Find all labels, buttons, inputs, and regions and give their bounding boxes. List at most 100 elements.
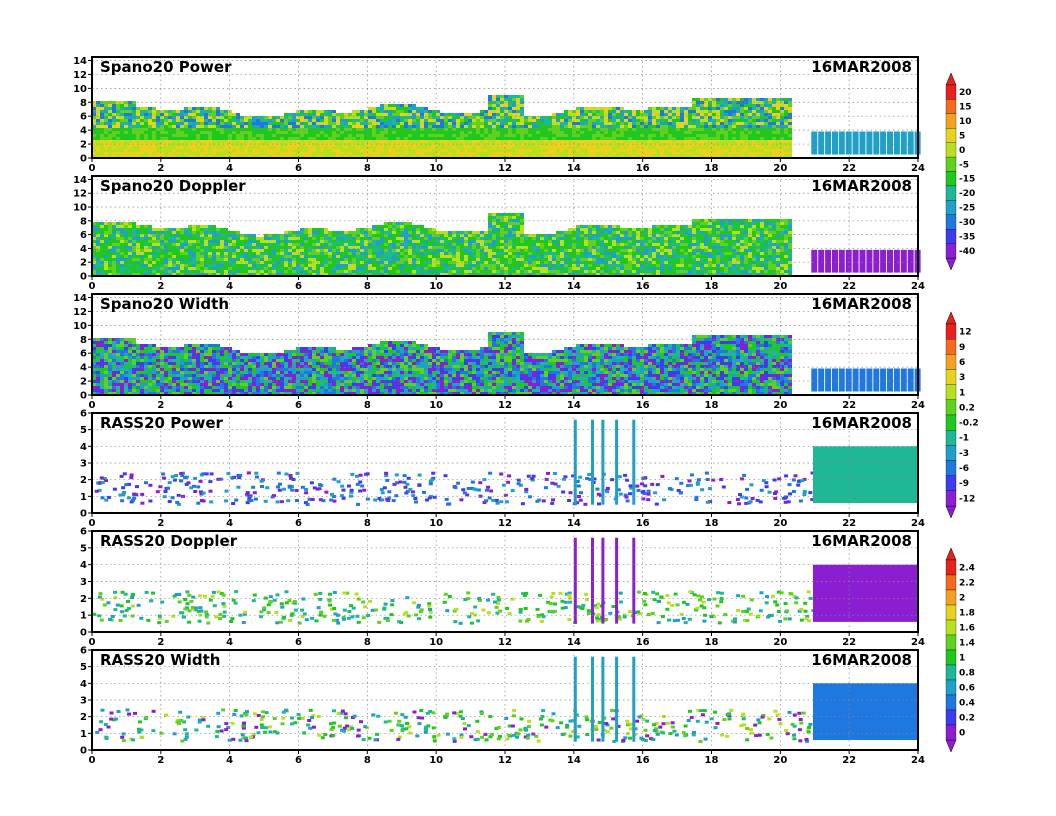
spano20-doppler-cell bbox=[132, 267, 136, 270]
spano20-power-cell bbox=[700, 149, 704, 152]
spano20-doppler-cell bbox=[464, 237, 468, 240]
spano20-doppler-cell bbox=[396, 246, 400, 249]
spano20-doppler-cell bbox=[296, 240, 300, 243]
spano20-doppler-cell bbox=[204, 234, 208, 237]
spano20-power-cell bbox=[640, 128, 644, 131]
spano20-power-cell bbox=[516, 107, 520, 110]
spano20-doppler-cell bbox=[440, 252, 444, 255]
spano20-power-cell bbox=[676, 140, 680, 143]
spano20-doppler-cell bbox=[364, 234, 368, 237]
spano20-power-cell bbox=[752, 143, 756, 146]
spano20-power-cell bbox=[692, 149, 696, 152]
spano20-power-cell bbox=[308, 134, 312, 137]
spano20-doppler-cell bbox=[472, 255, 476, 258]
spano20-power-cell bbox=[372, 146, 376, 149]
spano20-power-cell bbox=[368, 134, 372, 137]
spano20-power-cell bbox=[464, 119, 468, 122]
spano20-power-cell bbox=[648, 152, 652, 155]
spano20-power-cell bbox=[772, 125, 776, 128]
spano20-doppler-cell bbox=[556, 246, 560, 249]
spano20-power-cell bbox=[152, 128, 156, 131]
spano20-doppler-cell bbox=[320, 258, 324, 261]
spano20-power-cell bbox=[440, 134, 444, 137]
spano20-power-cell bbox=[272, 137, 276, 140]
spano20-doppler-cell bbox=[564, 234, 568, 237]
spano20-doppler-cell bbox=[224, 249, 228, 252]
spano20-power-cell bbox=[676, 116, 680, 119]
spano20-power-cell bbox=[216, 149, 220, 152]
spano20-doppler-cell bbox=[492, 240, 496, 243]
spano20-doppler-cell bbox=[200, 237, 204, 240]
spano20-doppler-cell bbox=[360, 252, 364, 255]
spano20-doppler-cell bbox=[460, 270, 464, 273]
spano20-power-cell bbox=[632, 116, 636, 119]
spano20-power-cell bbox=[652, 119, 656, 122]
spano20-power-cell bbox=[468, 122, 472, 125]
spano20-doppler-cell bbox=[140, 270, 144, 273]
spano20-power-cell bbox=[96, 140, 100, 143]
spano20-doppler-cell bbox=[228, 246, 232, 249]
spano20-doppler-cell bbox=[480, 261, 484, 264]
spano20-doppler-cell bbox=[420, 234, 424, 237]
spano20-power-cell bbox=[752, 113, 756, 116]
spano20-power-cell bbox=[648, 119, 652, 122]
spano20-power-cell bbox=[196, 149, 200, 152]
spano20-power-cell bbox=[524, 131, 528, 134]
spano20-power-cell bbox=[680, 137, 684, 140]
spano20-doppler-cell bbox=[188, 252, 192, 255]
spano20-doppler-cell bbox=[396, 222, 400, 225]
spano20-power-cell bbox=[284, 152, 288, 155]
spano20-power-cell bbox=[788, 119, 792, 122]
spano20-doppler-cell bbox=[320, 237, 324, 240]
spano20-power-cell bbox=[644, 131, 648, 134]
spano20-power-cell bbox=[308, 113, 312, 116]
spano20-doppler-cell bbox=[352, 258, 356, 261]
spano20-power-cell bbox=[100, 152, 104, 155]
spano20-power-cell bbox=[348, 128, 352, 131]
spano20-power-cell bbox=[736, 143, 740, 146]
spano20-power-cell bbox=[580, 107, 584, 110]
spano20-power-cell bbox=[292, 116, 296, 119]
spano20-power-cell bbox=[432, 128, 436, 131]
spano20-power-cell bbox=[168, 128, 172, 131]
spano20-doppler-cell bbox=[392, 234, 396, 237]
spano20-doppler-cell bbox=[472, 270, 476, 273]
spano20-doppler-cell bbox=[560, 267, 564, 270]
spano20-power-cell bbox=[660, 110, 664, 113]
spano20-power-cell bbox=[668, 113, 672, 116]
spano20-power-cell bbox=[756, 140, 760, 143]
spano20-power-cell bbox=[672, 119, 676, 122]
spano20-power-cell bbox=[720, 113, 724, 116]
spano20-power-cell bbox=[744, 152, 748, 155]
spano20-doppler-cell bbox=[344, 249, 348, 252]
spano20-power-cell bbox=[696, 155, 700, 158]
spano20-power-cell bbox=[368, 110, 372, 113]
spano20-power-cell bbox=[208, 152, 212, 155]
spano20-doppler-cell bbox=[240, 264, 244, 267]
spano20-doppler-cell bbox=[200, 243, 204, 246]
spano20-power-cell bbox=[208, 107, 212, 110]
spano20-doppler-cell bbox=[140, 231, 144, 234]
spano20-power-cell bbox=[284, 155, 288, 158]
spano20-power-cell bbox=[296, 134, 300, 137]
spano20-doppler-cell bbox=[360, 234, 364, 237]
spano20-power-cell bbox=[620, 122, 624, 125]
spano20-power-cell bbox=[144, 119, 148, 122]
spano20-doppler-cell bbox=[556, 252, 560, 255]
spano20-doppler-cell bbox=[120, 225, 124, 228]
spano20-power-cell bbox=[428, 131, 432, 134]
spano20-doppler-cell bbox=[340, 267, 344, 270]
spano20-power-cell bbox=[188, 128, 192, 131]
spano20-doppler-cell bbox=[404, 225, 408, 228]
spano20-power-cell bbox=[536, 140, 540, 143]
spano20-power-cell bbox=[664, 134, 668, 137]
spano20-doppler-cell bbox=[244, 270, 248, 273]
spano20-doppler-cell bbox=[120, 267, 124, 270]
spano20-power-cell bbox=[696, 122, 700, 125]
spano20-power-cell bbox=[96, 146, 100, 149]
spano20-doppler-cell bbox=[256, 255, 260, 258]
spano20-power-cell bbox=[456, 140, 460, 143]
spano20-doppler-cell bbox=[448, 243, 452, 246]
spano20-power-cell bbox=[252, 119, 256, 122]
